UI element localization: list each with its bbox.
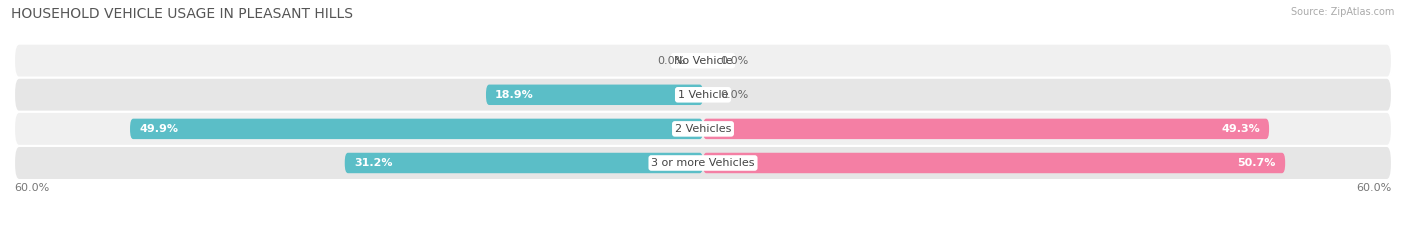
FancyBboxPatch shape [703,119,1270,139]
FancyBboxPatch shape [129,119,703,139]
Text: 60.0%: 60.0% [1357,183,1392,193]
FancyBboxPatch shape [14,146,1392,180]
Text: Source: ZipAtlas.com: Source: ZipAtlas.com [1291,7,1395,17]
Text: No Vehicle: No Vehicle [673,56,733,66]
Text: 60.0%: 60.0% [14,183,49,193]
Text: 2 Vehicles: 2 Vehicles [675,124,731,134]
Text: 0.0%: 0.0% [658,56,686,66]
Legend: Owner-occupied, Renter-occupied: Owner-occupied, Renter-occupied [582,230,824,233]
Text: 49.9%: 49.9% [139,124,179,134]
FancyBboxPatch shape [14,44,1392,78]
Text: 49.3%: 49.3% [1222,124,1260,134]
Text: 50.7%: 50.7% [1237,158,1277,168]
Text: 0.0%: 0.0% [720,90,748,100]
Text: 0.0%: 0.0% [720,56,748,66]
FancyBboxPatch shape [14,78,1392,112]
Text: 3 or more Vehicles: 3 or more Vehicles [651,158,755,168]
FancyBboxPatch shape [486,85,703,105]
FancyBboxPatch shape [344,153,703,173]
Text: HOUSEHOLD VEHICLE USAGE IN PLEASANT HILLS: HOUSEHOLD VEHICLE USAGE IN PLEASANT HILL… [11,7,353,21]
Text: 1 Vehicle: 1 Vehicle [678,90,728,100]
Text: 31.2%: 31.2% [354,158,392,168]
FancyBboxPatch shape [703,153,1285,173]
FancyBboxPatch shape [14,112,1392,146]
Text: 18.9%: 18.9% [495,90,534,100]
